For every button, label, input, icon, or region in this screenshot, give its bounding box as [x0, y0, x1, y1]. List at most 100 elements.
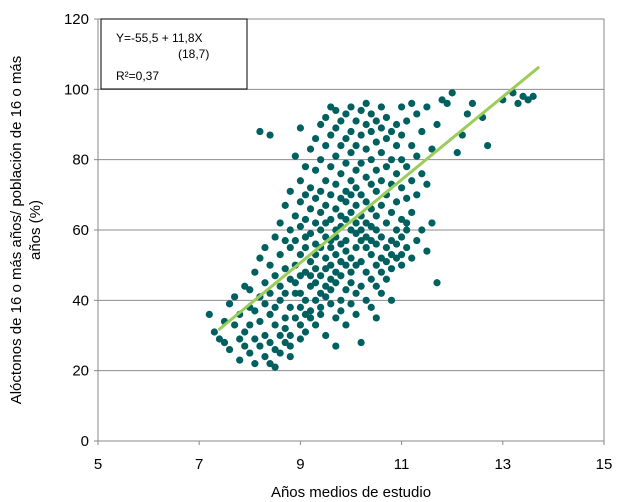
y-tick-label: 100	[64, 81, 89, 98]
data-point	[332, 342, 340, 350]
data-point	[524, 96, 532, 104]
data-point	[377, 289, 385, 297]
x-tick-labels: 5 7 9 11 13 15	[94, 456, 613, 473]
data-point	[342, 198, 350, 206]
data-point	[332, 205, 340, 213]
data-point	[337, 307, 345, 315]
data-point	[286, 342, 294, 350]
data-point	[362, 243, 370, 252]
data-point	[352, 142, 360, 150]
data-point	[337, 296, 345, 304]
data-point	[236, 356, 244, 364]
data-point	[362, 198, 370, 206]
data-point	[372, 187, 380, 195]
data-point	[392, 142, 401, 150]
data-point	[311, 166, 320, 174]
data-point	[301, 233, 310, 241]
x-tick-label: 5	[94, 456, 102, 473]
data-point	[352, 289, 360, 297]
data-point	[423, 103, 431, 111]
data-point	[403, 117, 411, 125]
data-point	[347, 177, 355, 185]
data-point	[317, 187, 325, 195]
data-point	[392, 120, 401, 129]
data-point	[377, 103, 385, 111]
equation-box: Y=-55,5 + 11,8X (18,7) R²=0,37	[100, 18, 248, 90]
data-point	[327, 215, 335, 224]
data-point	[382, 113, 391, 122]
data-point	[317, 272, 325, 280]
data-point	[372, 261, 380, 269]
data-point	[296, 321, 304, 329]
data-point	[271, 321, 279, 329]
data-point	[357, 106, 365, 115]
data-point	[327, 163, 335, 171]
data-point	[352, 243, 360, 252]
data-point	[403, 243, 411, 252]
y-tick-label: 120	[64, 11, 89, 28]
data-point	[332, 106, 340, 115]
data-point	[271, 303, 279, 311]
data-point	[286, 243, 294, 252]
data-point	[403, 219, 411, 227]
data-point	[296, 177, 304, 185]
data-point	[322, 331, 330, 340]
x-tick-label: 13	[494, 456, 511, 473]
data-point	[362, 296, 370, 304]
data-point	[342, 247, 350, 255]
data-point	[519, 92, 527, 100]
data-point	[357, 236, 365, 245]
data-point	[347, 208, 355, 217]
data-point	[377, 254, 385, 262]
data-point	[372, 117, 380, 125]
data-point	[514, 99, 522, 107]
data-point	[398, 251, 406, 259]
y-tick-labels: 0 20 40 60 80 100 120	[64, 11, 89, 450]
data-point	[387, 251, 396, 259]
data-point	[403, 226, 411, 234]
data-point	[382, 219, 391, 227]
data-point	[311, 134, 320, 143]
x-tick-label: 9	[296, 456, 304, 473]
data-point	[322, 265, 330, 273]
data-point	[251, 307, 259, 315]
data-point	[332, 124, 340, 132]
data-point	[251, 360, 259, 368]
data-point	[332, 251, 340, 259]
data-point	[423, 180, 431, 188]
data-point	[357, 226, 365, 234]
data-point	[392, 254, 401, 262]
data-point	[398, 103, 406, 111]
data-point	[261, 353, 269, 361]
data-point	[408, 99, 416, 107]
data-point	[377, 149, 385, 157]
data-point	[327, 275, 335, 283]
y-tick-label: 60	[72, 222, 89, 239]
data-point	[372, 226, 380, 234]
data-point	[362, 99, 370, 107]
data-point	[463, 110, 471, 118]
data-point	[337, 170, 345, 178]
data-point	[301, 268, 310, 276]
data-point	[372, 282, 380, 290]
data-point	[296, 289, 304, 297]
data-point	[398, 156, 406, 164]
data-point	[347, 279, 355, 287]
data-point	[306, 258, 315, 266]
data-point	[291, 152, 299, 160]
data-point	[413, 191, 421, 199]
data-point	[332, 268, 340, 276]
data-point	[301, 163, 310, 171]
data-point	[337, 117, 345, 125]
data-point	[418, 226, 426, 234]
data-point	[413, 110, 421, 118]
data-point	[367, 180, 375, 188]
data-point	[337, 142, 345, 150]
x-axis-label: Años medios de estudio	[271, 484, 431, 501]
data-point	[241, 282, 249, 290]
data-point	[387, 236, 396, 245]
data-point	[301, 191, 310, 199]
data-point	[246, 286, 254, 294]
data-point	[306, 314, 315, 322]
data-point	[332, 152, 340, 160]
